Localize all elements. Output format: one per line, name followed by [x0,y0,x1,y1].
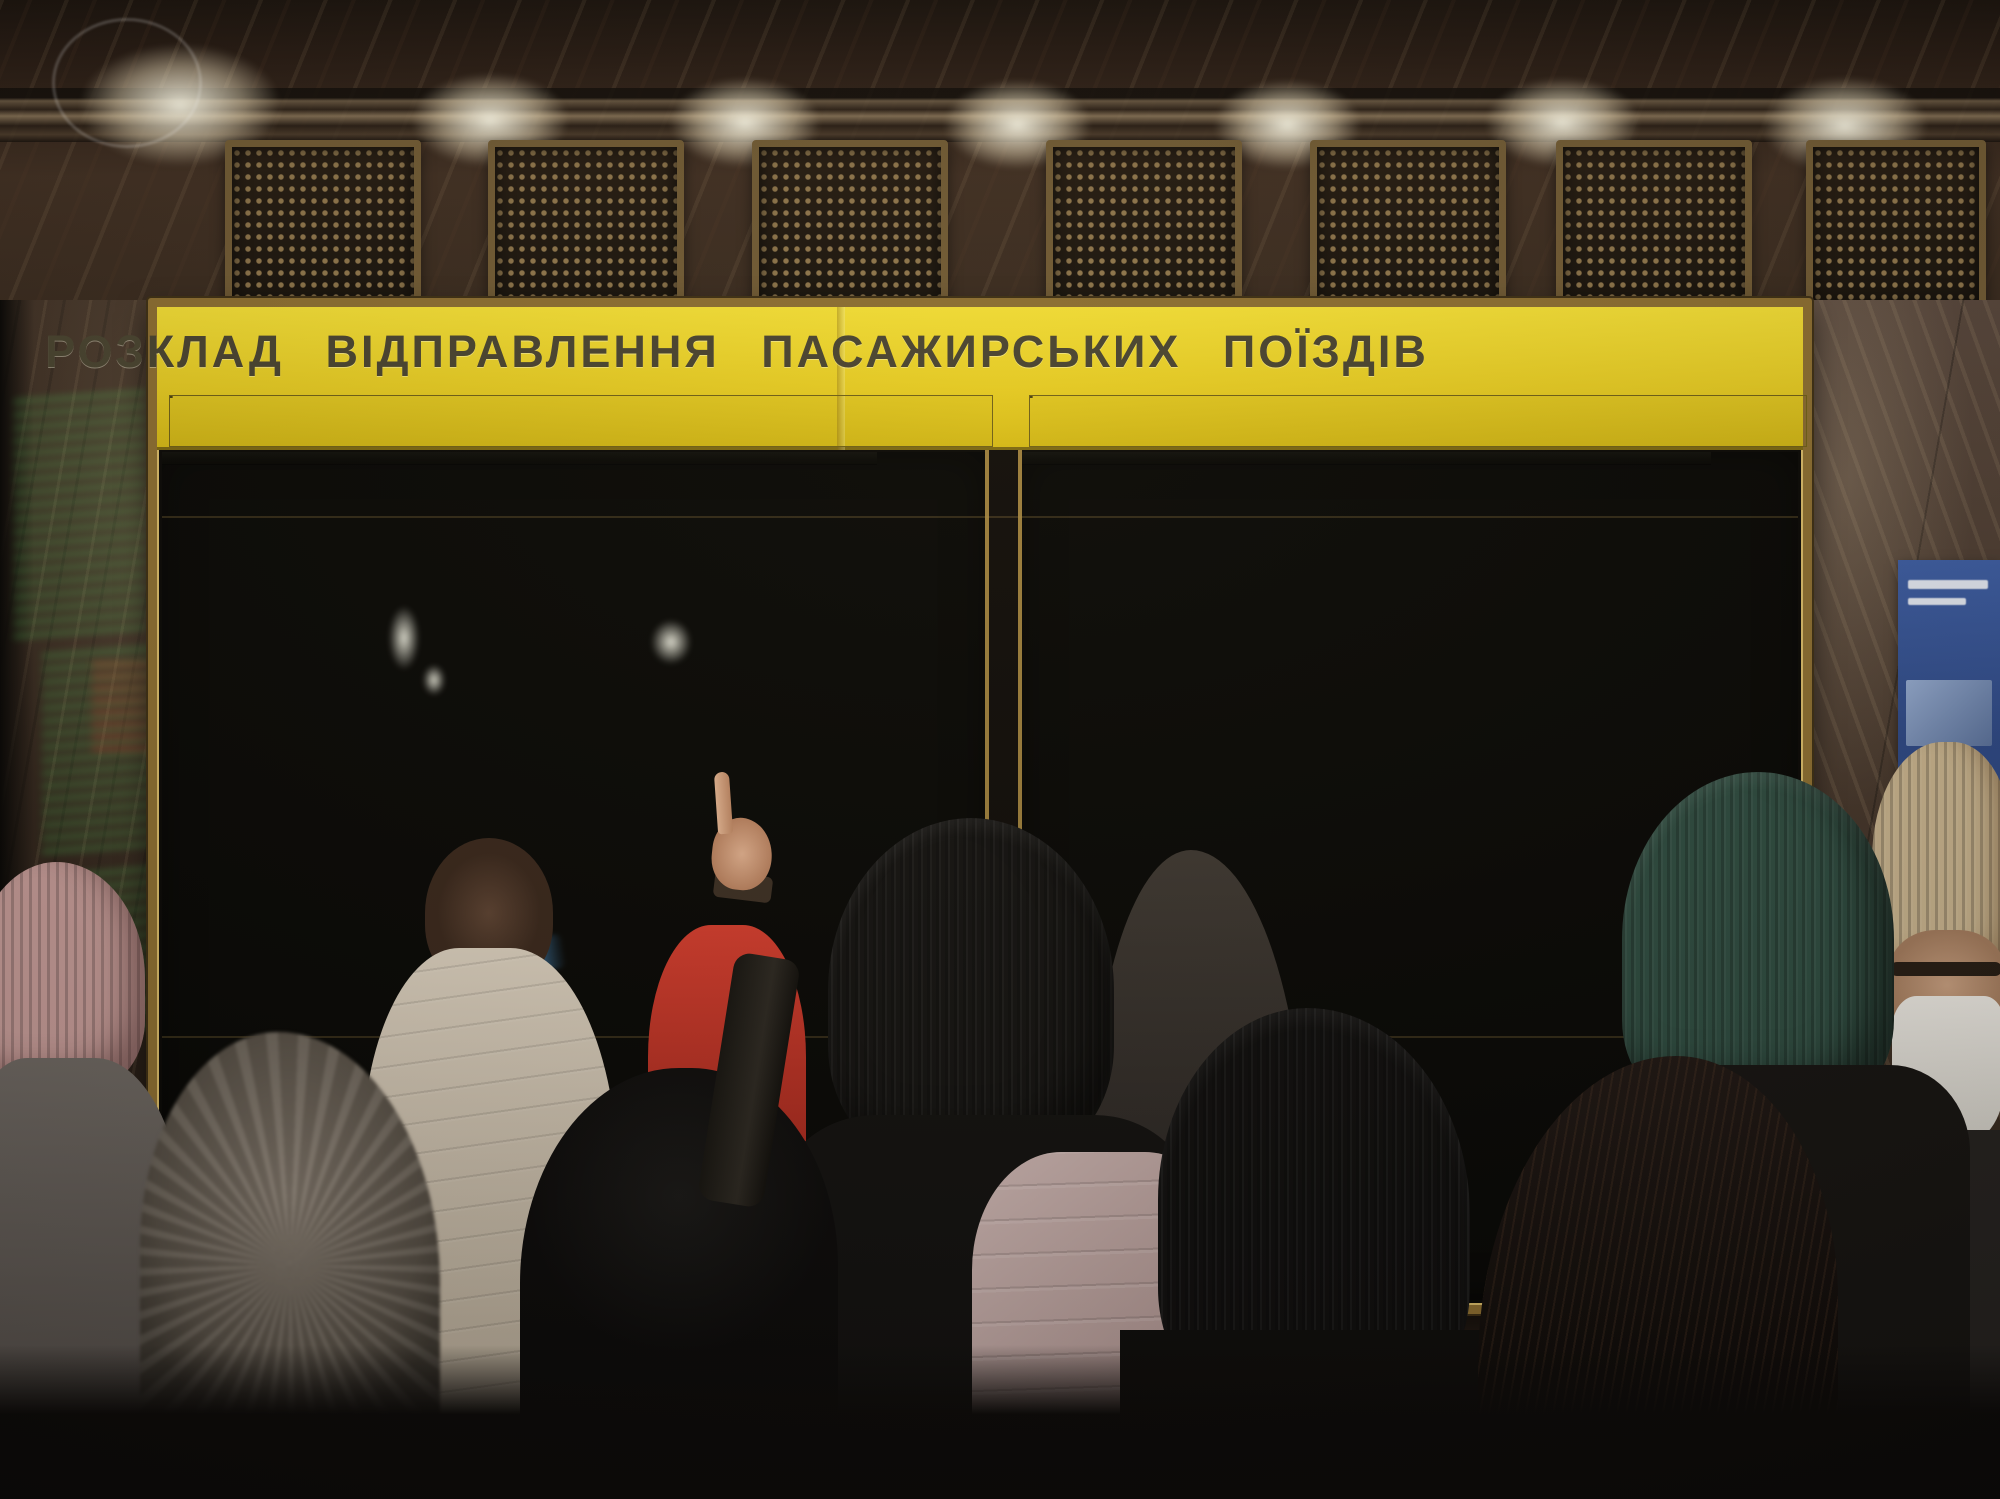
column-headers-left: ПРИБУТТЯARRIVALВІДПРАВЛЕННЯDEPARTURE№ ПО… [169,395,993,447]
column-header: ПЕРІОДИЧНІСТЬ КУРСУВАННЯ, ПРИМІТКИSCHEDU… [1030,396,1032,398]
column-header: ПРИБУТТЯ НА КІНЦЕВУ СТАНЦІЮDESTINATION T… [170,396,173,398]
column-header: ПЕРІОДИЧНІСТЬ КУРСУВАННЯ, ПРИМІТКИSCHEDU… [170,396,172,398]
board-reflection-red [92,662,150,757]
board-row [162,452,877,465]
panel-seam [162,516,1798,518]
banner-fold [837,307,845,450]
eyeglasses [1890,962,2000,976]
poster-text-line [1908,580,1988,589]
board-row [1022,452,1711,465]
lamp-glare [642,610,700,674]
crowd-shadow-base [0,1345,2000,1499]
vent-grille [1556,140,1752,312]
lamp-glare [418,658,450,702]
right-board-rows: 17:35724IC+KYIV - POKROVSKPIATYHATKY 22:… [1022,452,1798,1300]
left-board-rows: 01:0201:26211 NTKHARKIV - LVIVKHMELNYTSK… [162,452,985,1300]
vent-grille [1806,140,1986,312]
lens-flare-ring [52,18,202,148]
board-reflection-green [14,390,146,645]
vent-grille [488,140,684,312]
poster-photo [1906,680,1992,746]
board-title: РОЗКЛАД ВІДПРАВЛЕННЯ ПАСАЖИРСЬКИХ ПОЇЗДІ… [45,325,1429,377]
board-title-banner: РОЗКЛАД ВІДПРАВЛЕННЯ ПАСАЖИРСЬКИХ ПОЇЗДІ… [45,307,1807,450]
poster-text-line [1908,598,1966,605]
vent-grille [752,140,948,312]
vent-grille [1310,140,1506,312]
column-headers-right: ПРИБУТТЯARRIVALВІДПРАВЛЕННЯDEPARTURE№ ПО… [1029,395,1807,447]
column-header: ПРИБУТТЯ НА КІНЦЕВУ СТАНЦІЮDESTINATION T… [1030,396,1033,398]
board-panel-right: 17:35724IC+KYIV - POKROVSKPIATYHATKY 22:… [1022,452,1798,1300]
vent-grille [225,140,421,312]
vent-grille [1046,140,1242,312]
